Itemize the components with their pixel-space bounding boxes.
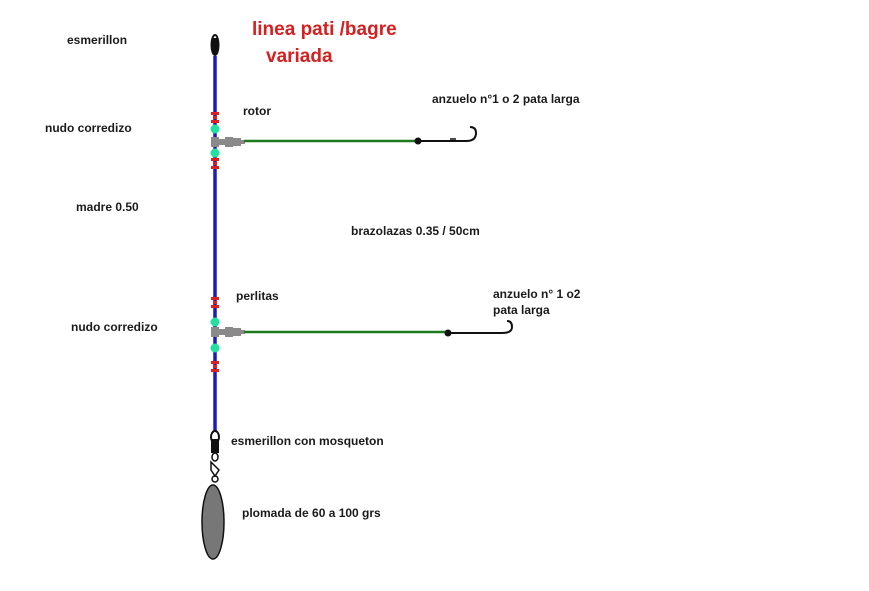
- swivel-icon: [211, 327, 245, 337]
- top-knot-assembly: [210, 112, 245, 169]
- snap-swivel-icon: [210, 430, 220, 483]
- bead-icon: [210, 148, 220, 158]
- diagram-title-line1: linea pati /bagre: [252, 19, 397, 40]
- bottom-knot-assembly: [210, 297, 245, 372]
- bead-icon: [210, 317, 220, 327]
- sinker-icon: [201, 484, 225, 560]
- label-plomada: plomada de 60 a 100 grs: [242, 506, 381, 520]
- label-mosqueton: esmerillon con mosqueton: [231, 434, 384, 448]
- label-anzuelo-bottom-2: pata larga: [493, 303, 550, 317]
- label-brazolazas: brazolazas 0.35 / 50cm: [351, 224, 480, 238]
- label-anzuelo-bottom-1: anzuelo n° 1 o2: [493, 287, 581, 301]
- label-rotor: rotor: [243, 104, 271, 118]
- label-anzuelo-top: anzuelo n°1 o 2 pata larga: [432, 92, 580, 106]
- label-madre: madre 0.50: [76, 200, 139, 214]
- label-nudo-corredizo-top: nudo corredizo: [45, 121, 132, 135]
- knot-icon: [211, 158, 219, 169]
- rotor-swivel-icon: [211, 137, 245, 147]
- bead-icon: [210, 343, 220, 353]
- knot-icon: [211, 297, 219, 308]
- diagram-title-line2: variada: [266, 46, 333, 67]
- label-nudo-corredizo-bottom: nudo corredizo: [71, 320, 158, 334]
- knot-icon: [211, 112, 219, 123]
- label-esmerillon: esmerillon: [67, 33, 128, 47]
- bottom-hook-icon: [444, 320, 514, 337]
- top-hook-icon: [414, 126, 478, 145]
- top-swivel-icon: [210, 34, 220, 56]
- bead-icon: [210, 124, 220, 134]
- label-perlitas: perlitas: [236, 289, 279, 303]
- knot-icon: [211, 361, 219, 372]
